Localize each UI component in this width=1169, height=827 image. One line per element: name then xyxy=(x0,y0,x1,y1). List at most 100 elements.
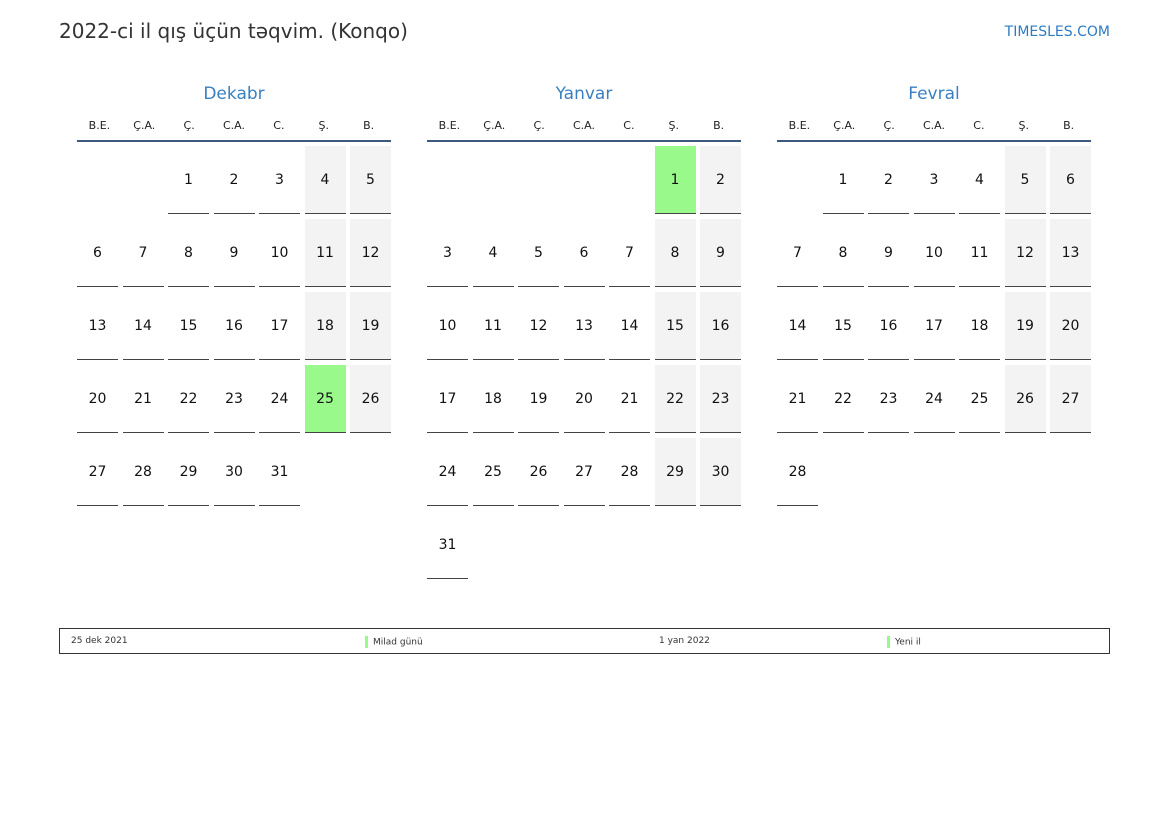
day-cell[interactable]: 1 xyxy=(822,146,864,214)
day-cell[interactable]: 30 xyxy=(213,438,255,506)
day-cell[interactable]: 28 xyxy=(777,438,818,506)
day-cell[interactable]: 11 xyxy=(959,219,1000,287)
day-cell[interactable]: 22 xyxy=(168,365,209,433)
day-cell[interactable]: 4 xyxy=(472,219,514,287)
day-cell[interactable]: 29 xyxy=(168,438,209,506)
day-cell[interactable]: 23 xyxy=(213,365,255,433)
day-cell[interactable]: 16 xyxy=(700,292,741,360)
day-cell[interactable]: 17 xyxy=(427,365,468,433)
day-cell[interactable]: 15 xyxy=(168,292,209,360)
day-cell[interactable]: 16 xyxy=(213,292,255,360)
day-cell[interactable]: 30 xyxy=(700,438,741,506)
day-cell[interactable]: 9 xyxy=(700,219,741,287)
brand-link[interactable]: TIMESLES.COM xyxy=(1004,24,1110,40)
day-cell[interactable]: 17 xyxy=(259,292,300,360)
day-cell[interactable]: 20 xyxy=(77,365,118,433)
day-cell[interactable]: 15 xyxy=(654,292,696,360)
day-cell[interactable]: 31 xyxy=(259,438,300,506)
day-cell[interactable]: 12 xyxy=(350,219,391,287)
day-cell[interactable]: 14 xyxy=(777,292,818,360)
day-cell[interactable]: 22 xyxy=(654,365,696,433)
day-cell[interactable]: 2 xyxy=(213,146,255,214)
day-cell[interactable]: 12 xyxy=(518,292,559,360)
day-cell[interactable]: 6 xyxy=(563,219,605,287)
day-cell[interactable]: 3 xyxy=(427,219,468,287)
day-cell[interactable]: 2 xyxy=(868,146,909,214)
day-cell[interactable]: 19 xyxy=(1004,292,1046,360)
day-cell[interactable]: 25 xyxy=(472,438,514,506)
day-cell[interactable]: 19 xyxy=(518,365,559,433)
day-cell[interactable]: 7 xyxy=(777,219,818,287)
day-cell[interactable]: 25 xyxy=(959,365,1000,433)
day-cell[interactable]: 14 xyxy=(122,292,164,360)
day-cell[interactable]: 21 xyxy=(609,365,650,433)
month-title: Fevral xyxy=(908,84,960,104)
day-cell[interactable]: 23 xyxy=(868,365,909,433)
day-cell[interactable]: 9 xyxy=(213,219,255,287)
day-cell[interactable]: 7 xyxy=(122,219,164,287)
day-cell[interactable]: 3 xyxy=(913,146,955,214)
day-cell[interactable]: 5 xyxy=(350,146,391,214)
day-cell[interactable]: 20 xyxy=(1050,292,1091,360)
day-cell[interactable]: 26 xyxy=(1004,365,1046,433)
day-cell[interactable]: 18 xyxy=(959,292,1000,360)
day-cell[interactable]: 4 xyxy=(304,146,346,214)
day-cell[interactable]: 12 xyxy=(1004,219,1046,287)
day-cell[interactable]: 27 xyxy=(563,438,605,506)
day-cell[interactable]: 8 xyxy=(822,219,864,287)
day-cell[interactable]: 24 xyxy=(259,365,300,433)
day-cell[interactable]: 7 xyxy=(609,219,650,287)
weekday-label: B.E. xyxy=(88,119,111,132)
day-cell[interactable]: 20 xyxy=(563,365,605,433)
day-cell[interactable]: 29 xyxy=(654,438,696,506)
day-cell[interactable]: 6 xyxy=(77,219,118,287)
day-cell[interactable]: 28 xyxy=(609,438,650,506)
day-cell[interactable]: 14 xyxy=(609,292,650,360)
day-cell[interactable]: 24 xyxy=(913,365,955,433)
weekday-label: Ç. xyxy=(183,119,195,132)
day-cell[interactable]: 26 xyxy=(350,365,391,433)
day-cell[interactable]: 4 xyxy=(959,146,1000,214)
day-cell[interactable]: 22 xyxy=(822,365,864,433)
day-cell[interactable]: 16 xyxy=(868,292,909,360)
day-cell[interactable]: 8 xyxy=(168,219,209,287)
day-cell[interactable]: 31 xyxy=(427,511,468,579)
day-cell[interactable]: 10 xyxy=(427,292,468,360)
day-cell[interactable]: 21 xyxy=(122,365,164,433)
day-cell[interactable]: 23 xyxy=(700,365,741,433)
day-cell[interactable]: 1 xyxy=(654,146,696,214)
weekday-label: Ç. xyxy=(533,119,545,132)
weekday-header: B.E. Ç.A. Ç. C.A. C. Ş. B. xyxy=(777,108,1091,142)
month-title: Yanvar xyxy=(555,84,613,104)
day-cell[interactable]: 17 xyxy=(913,292,955,360)
day-cell[interactable]: 27 xyxy=(1050,365,1091,433)
day-cell[interactable]: 10 xyxy=(913,219,955,287)
day-cell[interactable]: 26 xyxy=(518,438,559,506)
day-cell[interactable]: 2 xyxy=(700,146,741,214)
weekday-label: Ş. xyxy=(318,119,329,132)
day-cell[interactable]: 28 xyxy=(122,438,164,506)
day-cell[interactable]: 5 xyxy=(1004,146,1046,214)
day-cell[interactable]: 10 xyxy=(259,219,300,287)
day-cell[interactable]: 9 xyxy=(868,219,909,287)
legend-date: 1 yan 2022 xyxy=(659,636,710,646)
holiday-legend: 25 dek 2021 Milad günü 1 yan 2022 Yeni i… xyxy=(59,628,1110,654)
day-cell[interactable]: 18 xyxy=(472,365,514,433)
day-cell[interactable]: 5 xyxy=(518,219,559,287)
day-cell[interactable]: 27 xyxy=(77,438,118,506)
day-cell[interactable]: 11 xyxy=(472,292,514,360)
day-cell[interactable]: 13 xyxy=(1050,219,1091,287)
day-cell[interactable]: 19 xyxy=(350,292,391,360)
day-cell[interactable]: 13 xyxy=(77,292,118,360)
day-cell[interactable]: 13 xyxy=(563,292,605,360)
day-cell[interactable]: 6 xyxy=(1050,146,1091,214)
day-cell[interactable]: 15 xyxy=(822,292,864,360)
day-cell[interactable]: 11 xyxy=(304,219,346,287)
day-cell[interactable]: 8 xyxy=(654,219,696,287)
day-cell[interactable]: 21 xyxy=(777,365,818,433)
day-cell[interactable]: 3 xyxy=(259,146,300,214)
day-cell[interactable]: 24 xyxy=(427,438,468,506)
day-cell[interactable]: 25 xyxy=(304,365,346,433)
day-cell[interactable]: 1 xyxy=(168,146,209,214)
day-cell[interactable]: 18 xyxy=(304,292,346,360)
